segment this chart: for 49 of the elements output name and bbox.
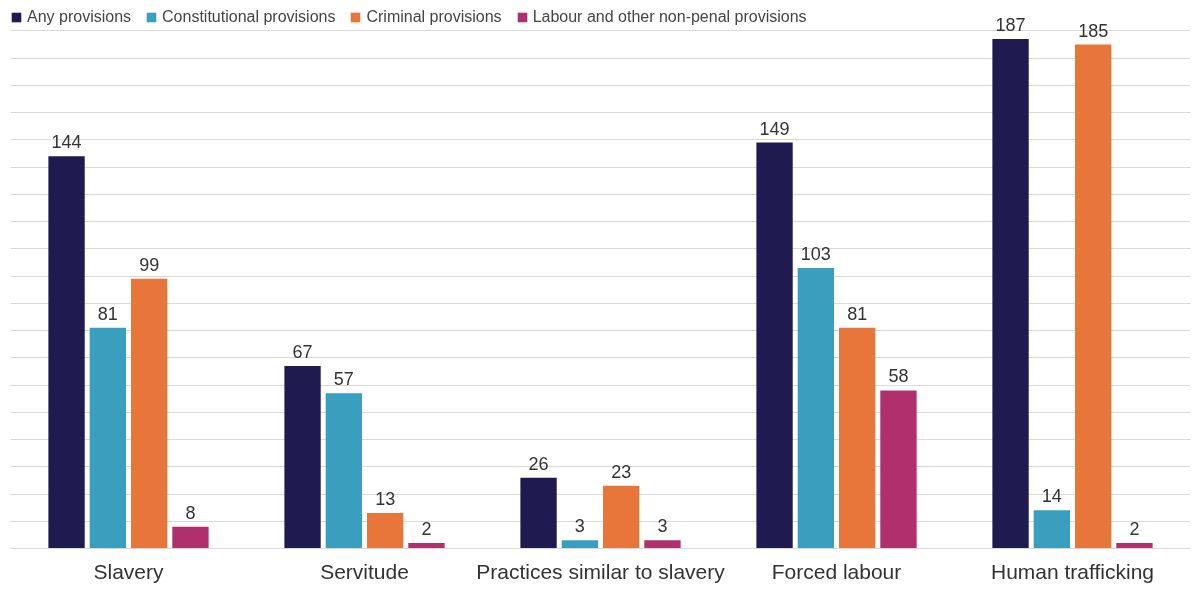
data-label: 81 (97, 303, 118, 324)
data-label: 8 (185, 502, 196, 523)
data-label: 144 (51, 132, 82, 153)
bar (602, 485, 640, 549)
bar (48, 156, 85, 549)
x-tick-label: Slavery (93, 559, 165, 583)
data-label: 2 (421, 519, 432, 540)
bar (838, 327, 876, 549)
data-label: 14 (1041, 486, 1062, 507)
bar (366, 513, 404, 549)
bar (797, 267, 835, 549)
bar (1033, 510, 1071, 549)
bar (520, 477, 557, 549)
legend-label: Criminal provisions (366, 8, 502, 26)
bar (89, 327, 127, 549)
data-label: 149 (759, 118, 790, 139)
x-tick-label: Human trafficking (990, 559, 1155, 583)
data-label: 57 (333, 369, 354, 390)
legend-label: Any provisions (27, 8, 132, 26)
bar (172, 526, 209, 549)
data-label: 185 (1078, 20, 1109, 41)
x-tick-label: Practices similar to slavery (476, 559, 726, 583)
data-label: 99 (139, 254, 160, 275)
bar (284, 365, 321, 549)
legend-label: Constitutional provisions (162, 8, 336, 26)
bar (756, 142, 793, 549)
data-label: 58 (888, 366, 909, 387)
data-label: 187 (995, 15, 1026, 36)
bar (1074, 44, 1112, 549)
bar (644, 540, 681, 549)
data-label: 81 (847, 303, 868, 324)
data-label: 2 (1129, 519, 1140, 540)
bar (130, 278, 168, 549)
bar (992, 39, 1029, 549)
x-tick-label: Servitude (320, 559, 409, 583)
data-label: 13 (375, 489, 396, 510)
x-tick-label: Forced labour (771, 559, 902, 583)
data-label: 67 (292, 341, 313, 362)
bar (1116, 543, 1153, 549)
bar (408, 543, 445, 549)
data-label: 23 (611, 461, 632, 482)
data-label: 103 (800, 243, 831, 264)
legend-label: Labour and other non-penal provisions (532, 8, 807, 26)
bar (880, 390, 917, 549)
data-label: 3 (574, 516, 585, 537)
bar (325, 393, 363, 549)
data-label: 26 (528, 453, 549, 474)
bar (561, 540, 599, 549)
data-label: 3 (657, 516, 668, 537)
